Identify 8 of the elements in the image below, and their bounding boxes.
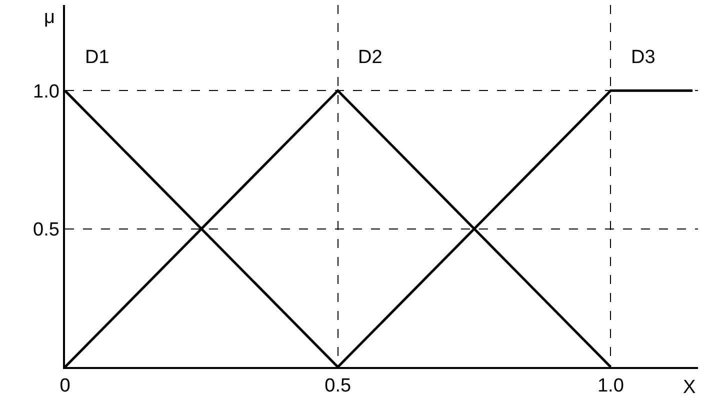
series-label: D2 [358,47,382,68]
series-label: D1 [85,47,110,68]
x-tick-label: 0 [60,376,70,397]
y-axis-title: μ [44,7,55,28]
series-label: D3 [631,47,656,68]
x-tick-label: 1.0 [597,376,624,397]
x-tick-label: 0.5 [324,376,352,397]
x-axis-title: X [683,377,696,398]
